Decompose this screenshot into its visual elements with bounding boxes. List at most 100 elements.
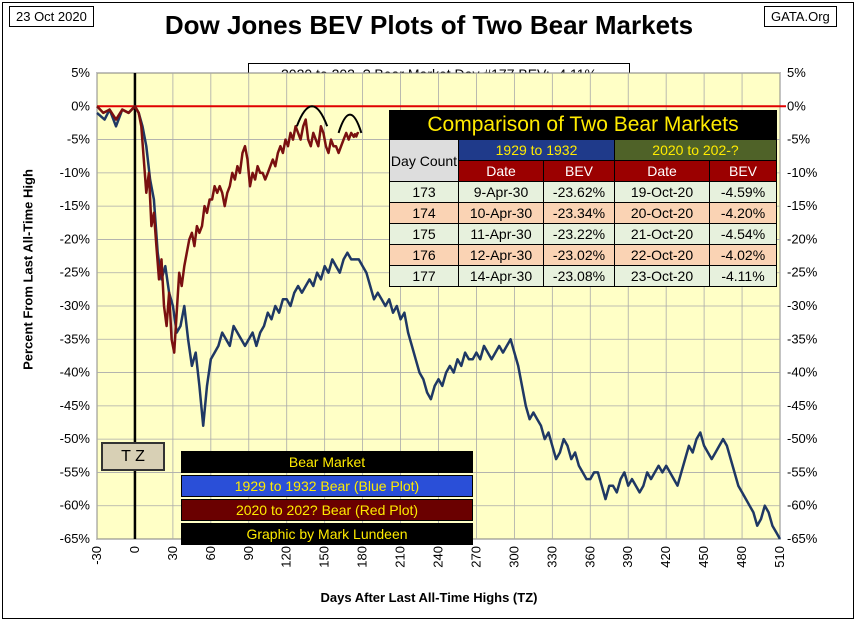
comparison-cell-d1: 10-Apr-30 — [458, 202, 544, 224]
comparison-cell-b2: -4.20% — [709, 202, 777, 224]
comparison-cell-b1: -23.62% — [543, 181, 615, 203]
y-tick-label-right: -10% — [787, 165, 818, 180]
date-header-2020: Date — [614, 160, 710, 182]
y-tick-label-left: -5% — [67, 132, 91, 147]
x-tick-label: 330 — [544, 546, 559, 568]
group-header-2020: 2020 to 202-? — [614, 139, 777, 161]
comparison-cell-b2: -4.11% — [709, 265, 777, 287]
comparison-cell-day: 176 — [389, 244, 459, 266]
day-count-header: Day Count — [389, 139, 459, 182]
chart-title: Dow Jones BEV Plots of Two Bear Markets — [164, 10, 694, 40]
y-tick-label-left: -50% — [60, 431, 91, 446]
y-tick-label-right: -5% — [787, 132, 811, 147]
y-tick-label-left: -45% — [60, 398, 91, 413]
y-tick-label-right: 5% — [787, 65, 806, 80]
comparison-cell-b1: -23.34% — [543, 202, 615, 224]
x-axis-title: Days After Last All-Time Highs (TZ) — [320, 590, 538, 605]
x-tick-label: 150 — [317, 546, 332, 568]
x-tick-label: 210 — [393, 546, 408, 568]
y-tick-label-right: -30% — [787, 298, 818, 313]
comparison-row: 175 11-Apr-30 -23.22% 21-Oct-20 -4.54% — [389, 223, 777, 245]
x-tick-label: 0 — [127, 546, 142, 553]
x-tick-label: 300 — [506, 546, 521, 568]
x-tick-label: 360 — [582, 546, 597, 568]
comparison-table: Comparison of Two Bear Markets Day Count… — [389, 110, 777, 287]
comparison-cell-b2: -4.59% — [709, 181, 777, 203]
comparison-table-title: Comparison of Two Bear Markets — [389, 110, 777, 140]
comparison-cell-day: 177 — [389, 265, 459, 287]
x-tick-label: 420 — [658, 546, 673, 568]
comparison-row: 176 12-Apr-30 -23.02% 22-Oct-20 -4.02% — [389, 244, 777, 266]
y-tick-label-right: -60% — [787, 498, 818, 513]
comparison-row: 177 14-Apr-30 -23.08% 23-Oct-20 -4.11% — [389, 265, 777, 287]
y-tick-label-right: -15% — [787, 198, 818, 213]
comparison-row: 174 10-Apr-30 -23.34% 20-Oct-20 -4.20% — [389, 202, 777, 224]
y-tick-label-right: -25% — [787, 265, 818, 280]
y-tick-label-left: -60% — [60, 498, 91, 513]
y-tick-label-left: -55% — [60, 464, 91, 479]
comparison-cell-d1: 11-Apr-30 — [458, 223, 544, 245]
comparison-cell-d1: 9-Apr-30 — [458, 181, 544, 203]
x-tick-label: 240 — [431, 546, 446, 568]
x-tick-label: 390 — [620, 546, 635, 568]
annotation-arc-1 — [295, 105, 329, 127]
x-tick-label: 120 — [279, 546, 294, 568]
bev-header-2020: BEV — [709, 160, 777, 182]
comparison-cell-d1: 14-Apr-30 — [458, 265, 544, 287]
comparison-cell-d2: 19-Oct-20 — [614, 181, 710, 203]
comparison-cell-d2: 23-Oct-20 — [614, 265, 710, 287]
legend-blue-series: 1929 to 1932 Bear (Blue Plot) — [181, 475, 473, 497]
comparison-row: 173 9-Apr-30 -23.62% 19-Oct-20 -4.59% — [389, 181, 777, 203]
y-tick-label-left: -15% — [60, 198, 91, 213]
date-header-1929: Date — [458, 160, 544, 182]
legend-box: Bear Market 1929 to 1932 Bear (Blue Plot… — [181, 451, 473, 547]
site-tag: GATA.Org — [764, 6, 837, 27]
comparison-cell-day: 174 — [389, 202, 459, 224]
comparison-cell-b1: -23.22% — [543, 223, 615, 245]
series-2020-line — [96, 105, 360, 354]
y-tick-label-right: -45% — [787, 398, 818, 413]
legend-red-series: 2020 to 202? Bear (Red Plot) — [181, 499, 473, 521]
legend-header: Bear Market — [181, 451, 473, 473]
y-tick-label-right: -40% — [787, 365, 818, 380]
y-tick-label-left: -10% — [60, 165, 91, 180]
comparison-cell-b1: -23.08% — [543, 265, 615, 287]
y-axis-title: Percent From Last All-Time High — [20, 169, 36, 370]
y-tick-label-left: 5% — [71, 65, 90, 80]
y-tick-label-right: -55% — [787, 464, 818, 479]
y-tick-label-right: -35% — [787, 331, 818, 346]
y-tick-label-left: -35% — [60, 331, 91, 346]
y-tick-label-right: -20% — [787, 231, 818, 246]
y-tick-label-left: -65% — [60, 531, 91, 546]
date-tag: 23 Oct 2020 — [9, 6, 94, 27]
x-tick-label: 480 — [734, 546, 749, 568]
comparison-cell-d2: 20-Oct-20 — [614, 202, 710, 224]
comparison-cell-b2: -4.02% — [709, 244, 777, 266]
y-tick-label-right: 0% — [787, 98, 806, 113]
x-tick-label: 90 — [241, 546, 256, 560]
x-tick-label: 60 — [203, 546, 218, 560]
x-tick-label: 270 — [468, 546, 483, 568]
y-tick-label-left: -40% — [60, 365, 91, 380]
x-tick-label: 510 — [772, 546, 787, 568]
comparison-cell-day: 173 — [389, 181, 459, 203]
x-tick-label: 30 — [165, 546, 180, 560]
comparison-cell-b1: -23.02% — [543, 244, 615, 266]
y-tick-label-left: -30% — [60, 298, 91, 313]
x-tick-label: -30 — [89, 546, 104, 565]
comparison-cell-d2: 22-Oct-20 — [614, 244, 710, 266]
x-tick-label: 180 — [355, 546, 370, 568]
series-1929-line — [96, 105, 782, 540]
group-header-1929: 1929 to 1932 — [458, 139, 615, 161]
y-tick-label-left: -20% — [60, 231, 91, 246]
legend-credit: Graphic by Mark Lundeen — [181, 523, 473, 545]
annotation-arc-2 — [337, 113, 363, 134]
y-tick-label-right: -65% — [787, 531, 818, 546]
tz-marker-label: T Z — [101, 442, 165, 471]
bev-header-1929: BEV — [543, 160, 615, 182]
y-tick-label-left: -25% — [60, 265, 91, 280]
comparison-cell-b2: -4.54% — [709, 223, 777, 245]
x-tick-label: 450 — [696, 546, 711, 568]
y-tick-label-right: -50% — [787, 431, 818, 446]
y-tick-label-left: 0% — [71, 98, 90, 113]
